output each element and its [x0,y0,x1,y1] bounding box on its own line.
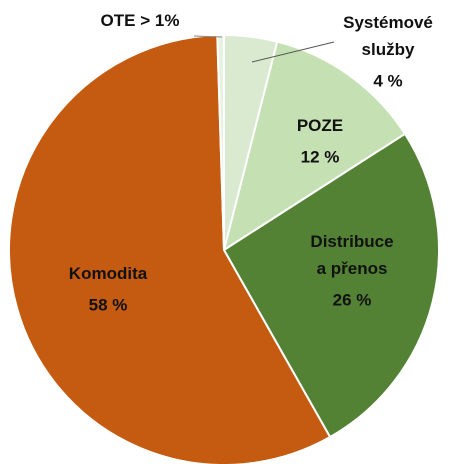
slice-label: Distribuce a přenos [310,232,393,278]
value-label: 4 % [373,71,402,90]
leader-line [251,41,335,63]
pie-slice [8,34,332,464]
pie-slice [216,33,225,251]
category: OTE [101,11,136,30]
value: > 1% [136,11,180,30]
pie-slice [222,132,440,439]
pie-slice [222,40,407,253]
value-label: 26 % [333,290,372,309]
slice-label: Komodita [69,264,148,283]
value-label: 58 % [89,295,128,314]
slice-label: POZE [297,116,343,135]
leader-line [193,35,223,38]
slice-label: OTE > 1% [101,11,180,30]
value-label: 12 % [301,147,340,166]
slice-label: Systémové služby [343,13,433,59]
